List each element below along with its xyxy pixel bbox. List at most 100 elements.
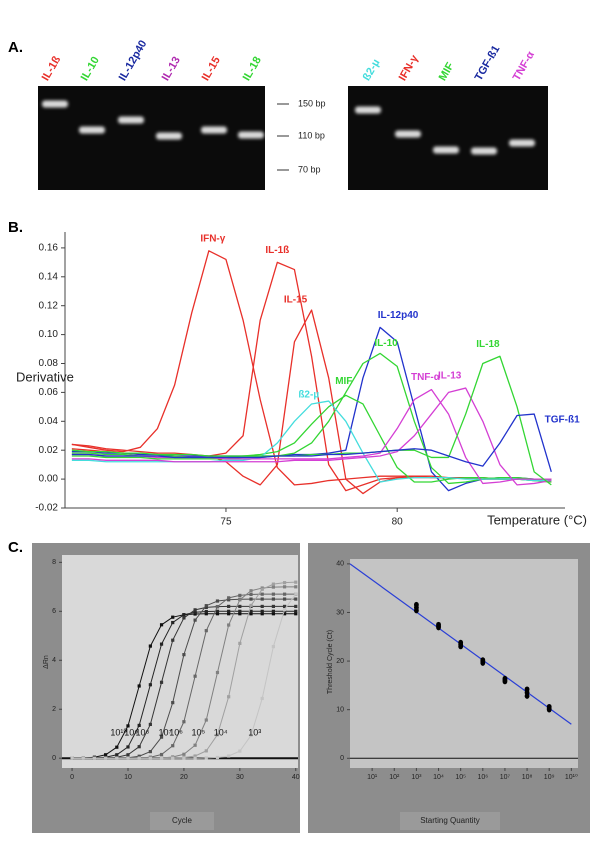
- point: [238, 598, 242, 602]
- series-label: 10⁹: [124, 727, 138, 737]
- point: [159, 642, 164, 646]
- x-tick-label: 10²: [389, 774, 400, 781]
- point: [215, 605, 220, 609]
- point: [204, 604, 208, 608]
- series-label: IL-12p40: [378, 310, 419, 321]
- series-label: 10⁷: [158, 727, 171, 737]
- point: [204, 756, 208, 760]
- x-tick-label: 10¹: [367, 774, 378, 781]
- point: [115, 756, 119, 760]
- point: [171, 701, 175, 705]
- gel-band: [42, 100, 68, 108]
- point: [193, 674, 197, 678]
- point: [171, 756, 175, 760]
- y-tick-label: 0.04: [39, 416, 59, 427]
- point: [148, 756, 152, 760]
- series-line: [71, 355, 552, 486]
- point: [148, 749, 152, 754]
- point: [260, 609, 264, 613]
- point: [249, 612, 253, 616]
- point: [271, 609, 275, 613]
- series-line: [71, 352, 552, 485]
- y-tick-label: -0.02: [35, 503, 58, 514]
- point: [436, 621, 441, 628]
- point: [159, 623, 164, 627]
- point: [294, 592, 298, 596]
- point: [126, 724, 130, 728]
- point: [204, 749, 208, 753]
- series-label: IL-1ß: [265, 245, 289, 256]
- gel-band: [79, 126, 105, 134]
- point: [137, 745, 141, 749]
- series-line: [71, 387, 552, 486]
- point: [249, 597, 253, 601]
- point: [282, 592, 287, 596]
- lane-label: TNF-α: [511, 49, 537, 83]
- x-tick-label: 40: [292, 774, 300, 781]
- point: [238, 604, 242, 609]
- x-tick-label: 10³: [411, 774, 422, 781]
- point: [227, 754, 231, 758]
- x-tick-label: 0: [70, 774, 74, 781]
- series-label: 10⁴: [214, 727, 228, 737]
- plot-area: [350, 559, 578, 768]
- lane-label: IL-18: [241, 55, 264, 83]
- plot-area: [62, 555, 298, 768]
- series-line: [71, 394, 552, 483]
- y-tick-label: 0.12: [39, 300, 59, 311]
- y-tick-label: 0.16: [39, 243, 59, 254]
- gel-band: [118, 116, 144, 124]
- lane-label: IL-1ß: [40, 54, 64, 83]
- y-tick-label: 0.02: [39, 445, 59, 456]
- lane-label: ß2-µ: [361, 57, 383, 83]
- gel-band: [238, 131, 264, 139]
- point: [204, 605, 208, 609]
- lane-label: IL-15: [200, 55, 223, 83]
- point: [282, 607, 287, 612]
- point: [271, 644, 275, 649]
- point: [238, 612, 242, 616]
- y-tick-label: 6: [52, 608, 56, 615]
- series-label: IL-18: [476, 339, 500, 350]
- gel-band: [201, 126, 227, 134]
- point: [502, 675, 508, 682]
- y-tick-label: 2: [52, 706, 56, 713]
- y-axis-label: Threshold Cycle (Ct): [327, 630, 334, 694]
- point: [271, 582, 275, 586]
- point: [260, 604, 264, 609]
- series-line: [71, 400, 552, 483]
- y-tick-label: 0.06: [39, 387, 59, 398]
- point: [182, 613, 186, 617]
- point: [294, 580, 298, 584]
- x-axis-label: Starting Quantity: [420, 816, 480, 825]
- point: [148, 644, 152, 648]
- point: [260, 592, 264, 596]
- point: [193, 754, 197, 758]
- point: [271, 604, 275, 609]
- x-tick-label: 10⁶: [477, 774, 488, 781]
- point: [137, 684, 141, 688]
- series-label: 10⁸: [136, 727, 150, 737]
- point: [260, 696, 264, 701]
- label-box: [400, 812, 500, 830]
- y-tick-label: 0: [52, 755, 56, 762]
- point: [294, 604, 298, 609]
- point: [282, 612, 287, 616]
- gel-band: [509, 139, 535, 147]
- point: [182, 756, 186, 760]
- point: [238, 749, 242, 753]
- panel-label: A.: [8, 39, 23, 56]
- x-tick-label: 10⁴: [433, 774, 444, 781]
- point: [249, 609, 253, 613]
- series-label: IL-10: [374, 338, 398, 349]
- point: [215, 612, 220, 616]
- point: [193, 743, 197, 747]
- point: [171, 638, 175, 642]
- point: [148, 683, 152, 687]
- point: [249, 589, 253, 593]
- lane-label: IFN-γ: [397, 52, 422, 83]
- point: [227, 604, 231, 609]
- point: [294, 585, 298, 589]
- x-tick-label: 80: [392, 517, 404, 528]
- marker-label: 70 bp: [298, 164, 321, 174]
